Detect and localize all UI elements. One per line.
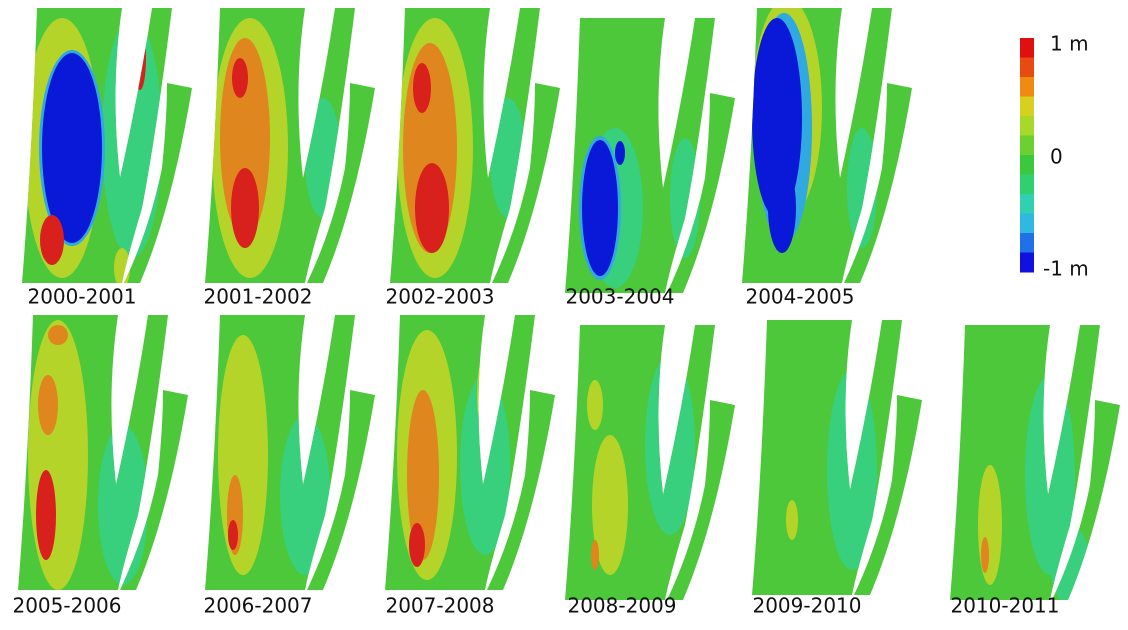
- map-panel: [385, 315, 560, 595]
- river-bed: [390, 8, 565, 288]
- map-panel: [565, 325, 740, 605]
- change-zone: [490, 98, 526, 218]
- panel-label: 2001-2002: [203, 285, 312, 309]
- panel-label: 2000-2001: [27, 285, 136, 309]
- change-zone: [232, 58, 248, 98]
- river-bed: [565, 325, 740, 605]
- panel-label: 2005-2006: [12, 594, 121, 618]
- change-zone: [231, 168, 259, 248]
- legend-label: 0: [1050, 145, 1063, 169]
- change-zone: [134, 26, 146, 90]
- change-zone: [415, 163, 449, 253]
- change-zone: [587, 380, 603, 430]
- change-zone: [1025, 375, 1075, 575]
- change-zone: [98, 425, 148, 585]
- change-zone: [305, 98, 341, 218]
- river-bed: [950, 325, 1125, 605]
- panel-label: 2009-2010: [752, 594, 861, 618]
- map-panel: [22, 8, 197, 288]
- change-zone: [114, 248, 130, 288]
- river-bed: [205, 315, 380, 595]
- panel-label: 2002-2003: [385, 285, 494, 309]
- change-zone: [42, 53, 102, 243]
- legend-label: 1 m: [1050, 32, 1089, 56]
- change-zone: [122, 325, 134, 385]
- panel-label: 2004-2005: [745, 285, 854, 309]
- change-zone: [280, 415, 330, 575]
- colorbar-step: [1020, 214, 1034, 234]
- colorbar-step: [1020, 97, 1034, 117]
- change-zone: [228, 520, 238, 550]
- colorbar-step: [1020, 116, 1034, 136]
- map-panel: [205, 8, 380, 288]
- river-bed: [742, 0, 917, 288]
- river-bed: [18, 315, 193, 595]
- river-bed: [385, 315, 560, 595]
- change-zone: [310, 345, 320, 385]
- colorbar: [1020, 38, 1034, 273]
- colorbar-step: [1020, 155, 1034, 175]
- change-zone: [477, 355, 493, 435]
- panel-label: 2003-2004: [565, 285, 674, 309]
- colorbar-step: [1020, 77, 1034, 97]
- change-zone: [978, 465, 1002, 585]
- change-zone: [499, 18, 511, 78]
- legend-label: -1 m: [1043, 257, 1089, 281]
- change-zone: [102, 18, 162, 258]
- change-zone: [28, 320, 88, 590]
- map-panel: [950, 325, 1125, 605]
- change-zone: [460, 375, 510, 555]
- map-panel: [565, 18, 740, 298]
- change-zone: [827, 370, 877, 570]
- page: 1 m 0 -1 m 2000-2001 2001-2002 2002-2003 20…: [0, 0, 1128, 630]
- change-zone: [666, 46, 674, 90]
- change-zone: [40, 215, 64, 265]
- river-bed: [205, 8, 380, 288]
- change-zone: [615, 141, 625, 165]
- panel-label: 2007-2008: [385, 594, 494, 618]
- figure: 1 m 0 -1 m 2000-2001 2001-2002 2002-2003 20…: [0, 0, 1128, 630]
- colorbar-step: [1020, 253, 1034, 273]
- map-panel: [18, 315, 193, 595]
- change-zone: [409, 523, 425, 567]
- change-zone: [645, 355, 695, 535]
- change-zone: [48, 325, 68, 345]
- map-panel: [742, 0, 917, 288]
- colorbar-step: [1020, 136, 1034, 156]
- river-bed: [752, 320, 927, 600]
- colorbar-step: [1020, 175, 1034, 195]
- change-zone: [314, 20, 326, 76]
- colorbar-step: [1020, 38, 1034, 58]
- change-zone: [663, 33, 677, 103]
- map-panel: [752, 320, 927, 600]
- colorbar-step: [1020, 233, 1034, 253]
- change-zone: [981, 537, 989, 573]
- change-zone: [847, 128, 877, 248]
- change-zone: [786, 500, 798, 540]
- change-zone: [670, 138, 700, 258]
- change-zone: [218, 335, 268, 575]
- change-zone: [36, 470, 56, 560]
- colorbar-step: [1020, 58, 1034, 78]
- change-zone: [582, 140, 618, 276]
- panel-label: 2008-2009: [567, 594, 676, 618]
- colorbar-step: [1020, 194, 1034, 214]
- change-zone: [591, 540, 599, 570]
- panel-label: 2010-2011: [950, 594, 1059, 618]
- change-zone: [768, 163, 796, 253]
- change-zone: [38, 375, 58, 435]
- river-bed: [565, 18, 740, 298]
- change-zone: [847, 43, 857, 93]
- change-zone: [413, 63, 431, 113]
- river-bed: [22, 8, 197, 288]
- map-panel: [390, 8, 565, 288]
- map-panel: [205, 315, 380, 595]
- panel-label: 2006-2007: [203, 594, 312, 618]
